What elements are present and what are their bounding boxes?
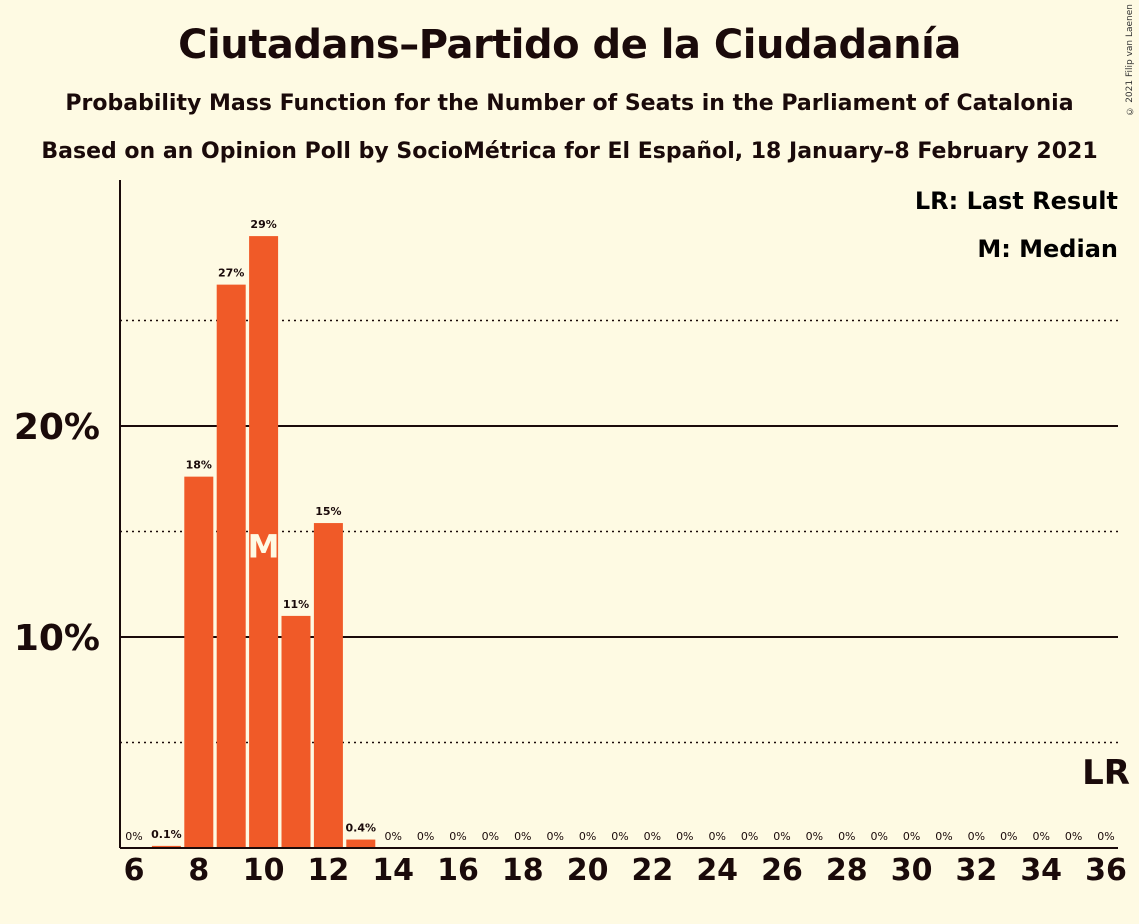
data-label: 29% — [250, 218, 276, 231]
x-tick-label: 26 — [761, 853, 803, 888]
data-labels: 0% 0.1% 18% 27% 29% 11% 15% 0.4% 0% 0% 0% 0% 0% 0% 0% 0… — [125, 218, 1130, 843]
y-tick-label: 10% — [14, 618, 100, 659]
data-label: 0.4% — [346, 822, 377, 835]
x-tick-label: 32 — [956, 853, 998, 888]
chart-title: Ciutadans–Partido de la Ciudadanía — [178, 22, 961, 68]
data-label: 0% — [741, 830, 758, 843]
data-label: 0% — [773, 830, 790, 843]
x-tick-label: 12 — [308, 853, 350, 888]
data-label: 0% — [903, 830, 920, 843]
data-label: 0% — [579, 830, 596, 843]
bars — [151, 236, 376, 849]
data-label: 0% — [644, 830, 661, 843]
x-tick-label: 14 — [372, 853, 414, 888]
data-label: 27% — [218, 267, 244, 280]
bar — [216, 284, 246, 848]
x-tick-label: 34 — [1020, 853, 1062, 888]
x-tick-label: 28 — [826, 853, 868, 888]
x-tick-label: 10 — [243, 853, 285, 888]
data-label: 0% — [449, 830, 466, 843]
bar — [313, 523, 343, 848]
data-label: 0% — [838, 830, 855, 843]
x-tick-label: 22 — [632, 853, 674, 888]
data-label: 0% — [968, 830, 985, 843]
data-label: 0% — [1032, 830, 1049, 843]
x-tick-label: 30 — [891, 853, 933, 888]
x-tick-label: 24 — [696, 853, 738, 888]
y-tick-label: 20% — [14, 407, 100, 448]
bar — [346, 839, 376, 848]
last-result-marker: LR — [1082, 753, 1130, 793]
x-tick-label: 6 — [124, 853, 145, 888]
data-label: 0% — [676, 830, 693, 843]
data-label: 0% — [1065, 830, 1082, 843]
data-label: 15% — [315, 505, 341, 518]
legend-last-result: LR: Last Result — [915, 187, 1118, 215]
data-label: 0% — [611, 830, 628, 843]
bar — [249, 236, 279, 849]
data-label: 0% — [546, 830, 563, 843]
median-marker: M — [248, 527, 280, 565]
data-label: 0% — [384, 830, 401, 843]
data-label: 11% — [283, 598, 309, 611]
data-label: 0% — [125, 830, 142, 843]
legend-median: M: Median — [977, 235, 1118, 263]
data-label: 0% — [935, 830, 952, 843]
data-label: 0% — [870, 830, 887, 843]
data-label: 0% — [1000, 830, 1017, 843]
x-tick-label: 20 — [567, 853, 609, 888]
chart-subtitle: Probability Mass Function for the Number… — [65, 91, 1074, 116]
data-label: 18% — [186, 459, 212, 472]
data-label: 0% — [708, 830, 725, 843]
bar — [281, 615, 311, 848]
x-tick-label: 18 — [502, 853, 544, 888]
data-label: 0% — [482, 830, 499, 843]
bar — [151, 845, 181, 848]
bar — [184, 476, 214, 848]
data-label: 0.1% — [151, 828, 182, 841]
axes: 10% 20% 6 8 10 12 14 16 18 20 22 24 26 28 30 32 34 36 — [14, 180, 1127, 888]
x-tick-label: 8 — [188, 853, 209, 888]
data-label: 0% — [514, 830, 531, 843]
data-label: 0% — [806, 830, 823, 843]
data-label: 0% — [1097, 830, 1114, 843]
x-tick-label: 36 — [1085, 853, 1127, 888]
chart-source-subtitle: Based on an Opinion Poll by SocioMétrica… — [41, 139, 1098, 164]
data-label: 0% — [417, 830, 434, 843]
x-tick-label: 16 — [437, 853, 479, 888]
